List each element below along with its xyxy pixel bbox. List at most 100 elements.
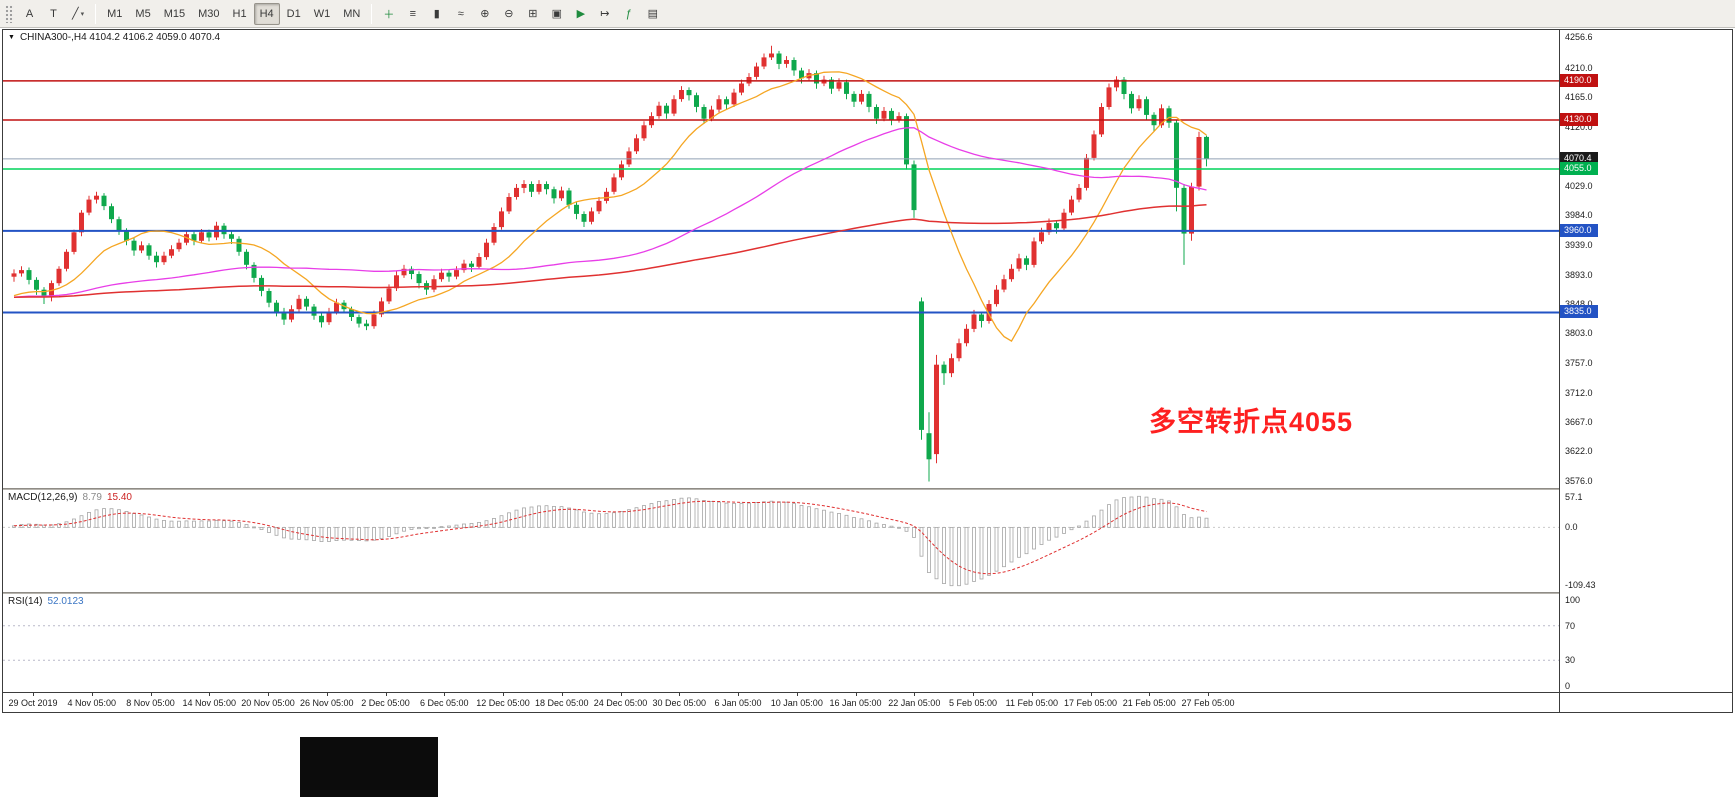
macd-label: MACD(12,26,9) 8.79 15.40 bbox=[8, 492, 132, 503]
price-tag: 3960.0 bbox=[1560, 223, 1598, 237]
auto-scroll-icon[interactable]: ▶ bbox=[576, 8, 586, 20]
date-tick bbox=[1090, 693, 1092, 696]
axis-label: 3757.0 bbox=[1565, 358, 1593, 369]
horizontal-level-lines bbox=[3, 80, 1559, 314]
date-label: 4 Nov 05:00 bbox=[67, 698, 117, 708]
axis-label: 57.1 bbox=[1565, 492, 1583, 502]
axis-label: 3667.0 bbox=[1565, 417, 1593, 428]
timeframe-mn[interactable]: MN bbox=[343, 7, 361, 20]
axis-label: 0 bbox=[1565, 681, 1571, 691]
line-chart-mode-icon[interactable]: ≈ bbox=[457, 7, 464, 20]
text-tool[interactable]: T bbox=[50, 7, 57, 20]
axis-label: 3848.0 bbox=[1565, 299, 1593, 310]
timeframe-d1[interactable]: D1 bbox=[286, 7, 301, 20]
new-order-icon[interactable]: ＋ bbox=[383, 8, 395, 21]
axis-label: 70 bbox=[1565, 620, 1576, 631]
timeframe-buttons: M1 M5 M15 M30 H1 H4 D1 W1 MN bbox=[101, 2, 366, 25]
toolbar-separator bbox=[371, 3, 373, 24]
date-label: 12 Dec 05:00 bbox=[476, 698, 530, 708]
price-tag: 3835.0 bbox=[1560, 305, 1598, 319]
date-label: 21 Feb 05:00 bbox=[1122, 698, 1176, 708]
axis-label: 3622.0 bbox=[1565, 446, 1593, 457]
chart-shift-icon[interactable]: ↦ bbox=[600, 8, 610, 20]
date-label: 10 Jan 05:00 bbox=[770, 698, 823, 708]
macd-name: MACD(12,26,9) bbox=[8, 492, 78, 503]
axis-label: 100 bbox=[1565, 595, 1581, 605]
date-label: 6 Jan 05:00 bbox=[714, 698, 762, 708]
date-tick bbox=[503, 693, 504, 696]
timeframe-h1[interactable]: H1 bbox=[232, 7, 247, 20]
chart-panels: ▼ CHINA300-,H4 4104.2 4106.2 4059.0 4070… bbox=[3, 30, 1559, 712]
axis-label: 30 bbox=[1565, 655, 1576, 666]
zoom-in-icon[interactable]: ⊕ bbox=[480, 8, 490, 20]
date-label: 17 Feb 05:00 bbox=[1063, 698, 1118, 708]
draw-line-tool[interactable]: ╱ ▾ bbox=[72, 8, 85, 20]
axis-label: 4029.0 bbox=[1565, 180, 1593, 191]
date-tick bbox=[561, 693, 563, 696]
date-label: 26 Nov 05:00 bbox=[300, 698, 354, 708]
date-tick bbox=[679, 693, 681, 696]
date-tick bbox=[268, 693, 269, 696]
date-tick bbox=[209, 693, 211, 696]
main-chart-canvas[interactable] bbox=[3, 30, 1559, 488]
axis-label: 3712.0 bbox=[1565, 387, 1593, 398]
dropdown-arrow-icon: ▾ bbox=[80, 10, 85, 18]
date-label: 20 Nov 05:00 bbox=[241, 698, 295, 708]
axis-label: 3984.0 bbox=[1565, 210, 1593, 221]
time-axis[interactable]: 29 Oct 2019 4 Nov 05:00 8 Nov 05:00 14 Nov … bbox=[3, 692, 1559, 712]
macd-histogram bbox=[12, 495, 1209, 587]
date-label: 5 Feb 05:00 bbox=[948, 698, 998, 708]
candlestick-mode-icon[interactable]: ▮ bbox=[433, 8, 440, 20]
axis-label: 3576.0 bbox=[1565, 476, 1593, 487]
date-label: 22 Jan 05:00 bbox=[888, 698, 941, 708]
timeframe-m5[interactable]: M5 bbox=[135, 7, 151, 20]
timeframe-m15[interactable]: M15 bbox=[163, 7, 186, 20]
date-tick bbox=[1208, 693, 1209, 696]
timeframe-w1[interactable]: W1 bbox=[313, 7, 331, 20]
indicators-icon[interactable]: ƒ bbox=[625, 7, 632, 20]
bar-chart-mode-icon[interactable]: ≡ bbox=[409, 7, 417, 20]
cascade-windows-icon[interactable]: ▣ bbox=[551, 8, 563, 20]
timeframe-m30[interactable]: M30 bbox=[198, 7, 220, 20]
collapse-arrow-icon[interactable]: ▼ bbox=[8, 34, 15, 41]
date-label: 11 Feb 05:00 bbox=[1005, 698, 1058, 708]
panel-splitter[interactable] bbox=[3, 488, 1559, 490]
main-chart-panel: ▼ CHINA300-,H4 4104.2 4106.2 4059.0 4070… bbox=[3, 30, 1559, 488]
chart-annotation-text: 多空转折点4055 bbox=[1149, 407, 1354, 437]
moving-average-lines bbox=[13, 71, 1207, 342]
price-axis[interactable]: 4256.6 4210.0 4165.0 4120.0 4029.0 3984.0 3939… bbox=[1559, 30, 1732, 712]
date-tick bbox=[914, 693, 916, 696]
date-label: 16 Jan 05:00 bbox=[829, 698, 882, 708]
rsi-name: RSI(14) bbox=[8, 596, 43, 607]
symbol-label[interactable]: ▼ CHINA300-,H4 4104.2 4106.2 4059.0 4070… bbox=[8, 32, 220, 43]
axis-label: 3803.0 bbox=[1565, 328, 1593, 339]
axis-label: 4120.0 bbox=[1565, 121, 1593, 132]
date-tick bbox=[796, 693, 798, 696]
font-tool[interactable]: A bbox=[25, 7, 34, 20]
price-tag: 4055.0 bbox=[1560, 161, 1598, 175]
date-label: 24 Dec 05:00 bbox=[593, 698, 648, 708]
date-tick bbox=[1149, 693, 1151, 696]
zoom-out-icon[interactable]: ⊖ bbox=[504, 8, 514, 20]
macd-canvas[interactable] bbox=[3, 490, 1559, 592]
date-tick bbox=[385, 693, 387, 696]
templates-icon[interactable]: ▤ bbox=[647, 8, 659, 20]
macd-panel: MACD(12,26,9) 8.79 15.40 bbox=[3, 490, 1559, 592]
timeframe-h4[interactable]: H4 bbox=[253, 2, 280, 25]
date-tick bbox=[973, 693, 974, 696]
toolbar-tools-left: A T ╱ ▾ bbox=[18, 3, 90, 25]
date-tick bbox=[33, 693, 34, 696]
axis-label: 3893.0 bbox=[1565, 269, 1593, 280]
rsi-canvas[interactable] bbox=[3, 594, 1559, 692]
timeframe-m1[interactable]: M1 bbox=[107, 7, 123, 20]
toolbar-grip[interactable] bbox=[5, 4, 14, 23]
date-label: 14 Nov 05:00 bbox=[182, 698, 237, 708]
macd-value-main: 8.79 bbox=[82, 492, 102, 503]
toolbar-tools-right: ＋ ≡ ▮ ≈ ⊕ ⊖ ⊞ ▣ ▶ ↦ ƒ ▤ bbox=[377, 3, 664, 25]
panel-splitter[interactable] bbox=[3, 592, 1559, 594]
toolbar: A T ╱ ▾ M1 M5 M15 M30 H1 H4 D1 W1 MN ＋ ≡ ▮ ≈ ⊕ ⊖ ⊞ ▣ ▶ ↦ ƒ ▤ bbox=[0, 0, 1735, 28]
axis-label: -109.43 bbox=[1565, 580, 1596, 590]
date-label: 18 Dec 05:00 bbox=[535, 698, 589, 708]
tile-windows-icon[interactable]: ⊞ bbox=[528, 8, 538, 20]
